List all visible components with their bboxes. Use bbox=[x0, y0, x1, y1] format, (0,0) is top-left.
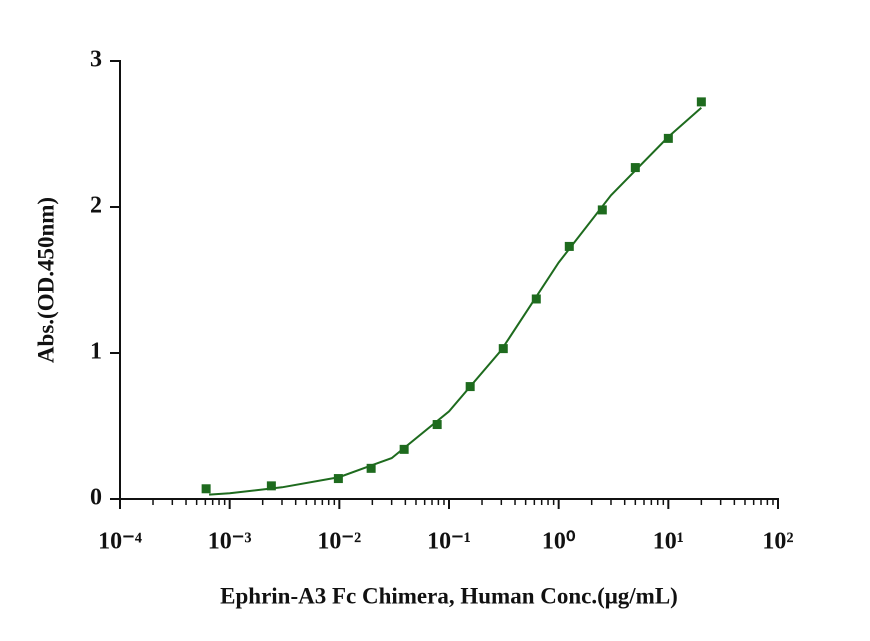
y-tick-label: 0 bbox=[90, 485, 102, 511]
x-tick-label: 10² bbox=[762, 529, 793, 555]
x-tick-label: 10⁻¹ bbox=[427, 529, 471, 555]
data-point bbox=[201, 484, 211, 494]
data-point bbox=[663, 133, 673, 143]
data-point bbox=[630, 163, 640, 173]
data-point bbox=[597, 205, 607, 215]
y-tick-label: 1 bbox=[90, 339, 102, 365]
x-tick-label: 10⁰ bbox=[542, 529, 576, 555]
x-tick-label: 10⁻² bbox=[317, 529, 361, 555]
data-point bbox=[399, 444, 409, 454]
data-point bbox=[266, 481, 276, 491]
y-axis-label: Abs.(OD.450nm) bbox=[33, 197, 58, 363]
data-point bbox=[696, 97, 706, 107]
y-tick-label: 2 bbox=[90, 193, 102, 219]
fit-curve bbox=[209, 106, 702, 496]
x-tick-label: 10¹ bbox=[653, 529, 684, 555]
data-point bbox=[432, 420, 442, 430]
data-point bbox=[531, 294, 541, 304]
data-point bbox=[333, 474, 343, 484]
x-tick-label: 10⁻³ bbox=[208, 529, 252, 555]
data-point bbox=[564, 241, 574, 251]
y-tick-label: 3 bbox=[90, 47, 102, 73]
x-axis-label: Ephrin-A3 Fc Chimera, Human Conc.(μg/mL) bbox=[220, 583, 678, 608]
data-point bbox=[366, 463, 376, 473]
x-tick-label: 10⁻⁴ bbox=[98, 529, 142, 555]
